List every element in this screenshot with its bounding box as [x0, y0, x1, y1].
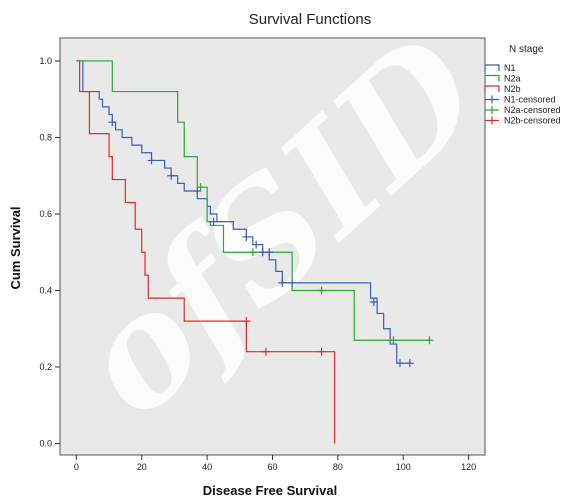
y-tick-label: 0.6: [39, 209, 52, 219]
y-tick-label: 1.0: [39, 56, 52, 66]
censor-marker-n1: [167, 171, 176, 180]
censor-marker-n1: [252, 240, 261, 249]
legend-entry-n1-censored: N1-censored: [504, 95, 556, 105]
legend-line-symbol: [484, 64, 500, 71]
censor-layer: [108, 118, 434, 368]
censor-marker-n1: [278, 278, 287, 287]
censor-marker-n2b: [242, 317, 251, 326]
legend-entry-n1: N1: [504, 63, 516, 73]
censor-marker-n1: [265, 248, 274, 257]
censor-marker-n2a: [389, 336, 398, 345]
legend-symbol-path: [485, 106, 499, 114]
legend-symbol-path: [484, 74, 500, 82]
censor-marker-n1: [288, 278, 297, 287]
x-tick-label: 0: [74, 462, 79, 472]
series-n2b-line: [76, 60, 336, 444]
y-tick-label: 0.2: [39, 362, 52, 372]
x-tick-label: 80: [333, 462, 343, 472]
y-tick-label: 0.4: [39, 285, 52, 295]
legend: N stage N1N2aN2bN1-censoredN2a-censoredN…: [484, 44, 561, 126]
x-tick-label: 60: [267, 462, 277, 472]
legend-title: N stage: [509, 44, 544, 55]
plot-area: [59, 37, 486, 456]
censor-marker-n2a: [425, 336, 434, 345]
censor-marker-n2b: [261, 347, 270, 356]
y-tick-label: 0.0: [39, 439, 52, 449]
y-tick-label: 0.8: [39, 132, 52, 142]
legend-symbol-path: [485, 116, 499, 125]
axes: 0 20 40 60 80 100 120 0.0 0.2 0.4 0.6 0.8 1.0: [39, 56, 476, 472]
x-tick-label: 120: [461, 462, 476, 472]
censor-marker-n2b: [317, 347, 326, 356]
legend-entry-n2a: N2a: [504, 74, 521, 84]
x-tick-label: 20: [137, 462, 147, 472]
censor-marker-n2a: [196, 183, 205, 192]
chart-title: Survival Functions: [249, 11, 372, 28]
x-axis-label: Disease Free Survival: [203, 483, 337, 498]
legend-entry-n2b: N2b: [504, 84, 521, 94]
x-tick-label: 40: [202, 462, 212, 472]
x-tick-label: 100: [396, 462, 411, 472]
censor-marker-n1: [147, 156, 156, 165]
censor-marker-n1: [108, 118, 117, 127]
legend-line-symbol: [484, 74, 500, 82]
legend-entry-n2a-censored: N2a-censored: [504, 105, 561, 115]
y-axis-label: Cum Survival: [8, 206, 23, 289]
censor-marker-n1: [369, 297, 378, 306]
legend-entry-n2b-censored: N2b-censored: [504, 116, 561, 126]
censor-marker-n2a: [248, 248, 257, 257]
censor-marker-n1: [396, 359, 404, 368]
censor-marker-n1: [193, 187, 202, 196]
legend-symbol-path: [485, 95, 499, 104]
censor-marker-n1: [242, 232, 251, 241]
legend-line-symbol: [484, 85, 500, 92]
legend-symbol-path: [484, 64, 500, 71]
legend-symbol-path: [484, 85, 500, 92]
censor-marker-n1: [405, 359, 414, 368]
legend-censor-symbol: [485, 106, 499, 114]
censor-marker-n2a: [317, 286, 326, 295]
legend-censor-symbol: [485, 116, 499, 125]
legend-censor-symbol: [485, 95, 499, 104]
censor-marker-n1: [209, 217, 218, 226]
